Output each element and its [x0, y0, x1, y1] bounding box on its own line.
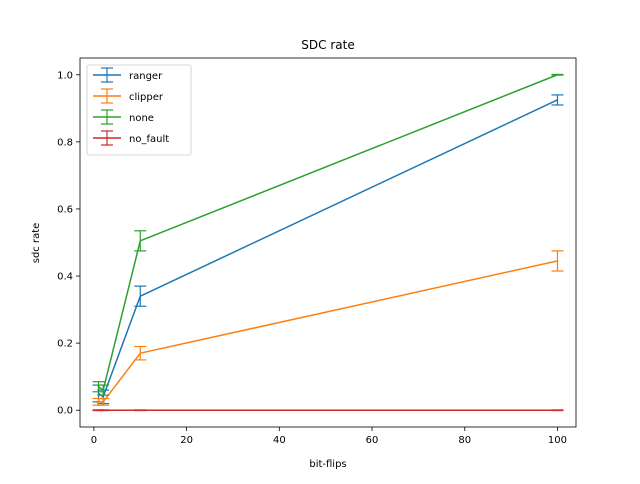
error-bar: [92, 381, 105, 393]
chart-title: SDC rate: [301, 38, 354, 52]
y-axis-label: sdc rate: [31, 223, 42, 264]
y-tick-label: 0.4: [57, 272, 73, 283]
legend-label: clipper: [129, 92, 164, 103]
error-bar: [97, 397, 110, 406]
x-tick-label: 80: [458, 435, 471, 446]
error-bar: [97, 384, 110, 396]
error-bar: [134, 285, 147, 307]
x-tick-label: 20: [180, 435, 193, 446]
y-tick-label: 0.2: [57, 339, 73, 350]
y-tick-label: 0.8: [57, 137, 73, 148]
error-bar: [551, 409, 564, 412]
error-bar: [134, 230, 147, 252]
legend: ranger clipper none no_fault: [86, 64, 192, 156]
y-tick-label: 1.0: [57, 70, 73, 81]
x-axis-label: bit-flips: [309, 459, 346, 470]
error-bar: [551, 73, 564, 76]
axes: 0 20 40 60 80 100 0.0 0.2 0.4 0.6 0.8 1.0: [57, 57, 577, 446]
legend-label: no_fault: [129, 134, 169, 145]
error-bar: [97, 409, 110, 412]
error-bar: [551, 250, 564, 272]
legend-entry-no-fault: no_fault: [93, 130, 169, 146]
series-no-fault: [92, 409, 564, 412]
x-tick-label: 40: [273, 435, 286, 446]
x-tick-label: 0: [91, 435, 97, 446]
series-line-clipper: [97, 260, 559, 403]
error-bar: [551, 94, 564, 106]
error-bar: [134, 345, 147, 361]
y-tick-label: 0.0: [57, 406, 73, 417]
legend-entry-ranger: ranger: [93, 67, 163, 83]
series-line-none: [97, 73, 559, 391]
error-bar: [134, 409, 147, 412]
legend-label: ranger: [129, 71, 163, 82]
legend-label: none: [129, 113, 154, 124]
plot-frame: [79, 57, 577, 428]
x-tick-label: 100: [548, 435, 567, 446]
legend-entry-clipper: clipper: [93, 88, 164, 104]
x-tick-label: 60: [366, 435, 379, 446]
series-none: [92, 73, 564, 396]
series-clipper: [92, 250, 564, 406]
y-tick-label: 0.6: [57, 204, 73, 215]
legend-box: [86, 64, 192, 156]
plot-area: [92, 73, 564, 412]
legend-entry-none: none: [93, 109, 154, 125]
